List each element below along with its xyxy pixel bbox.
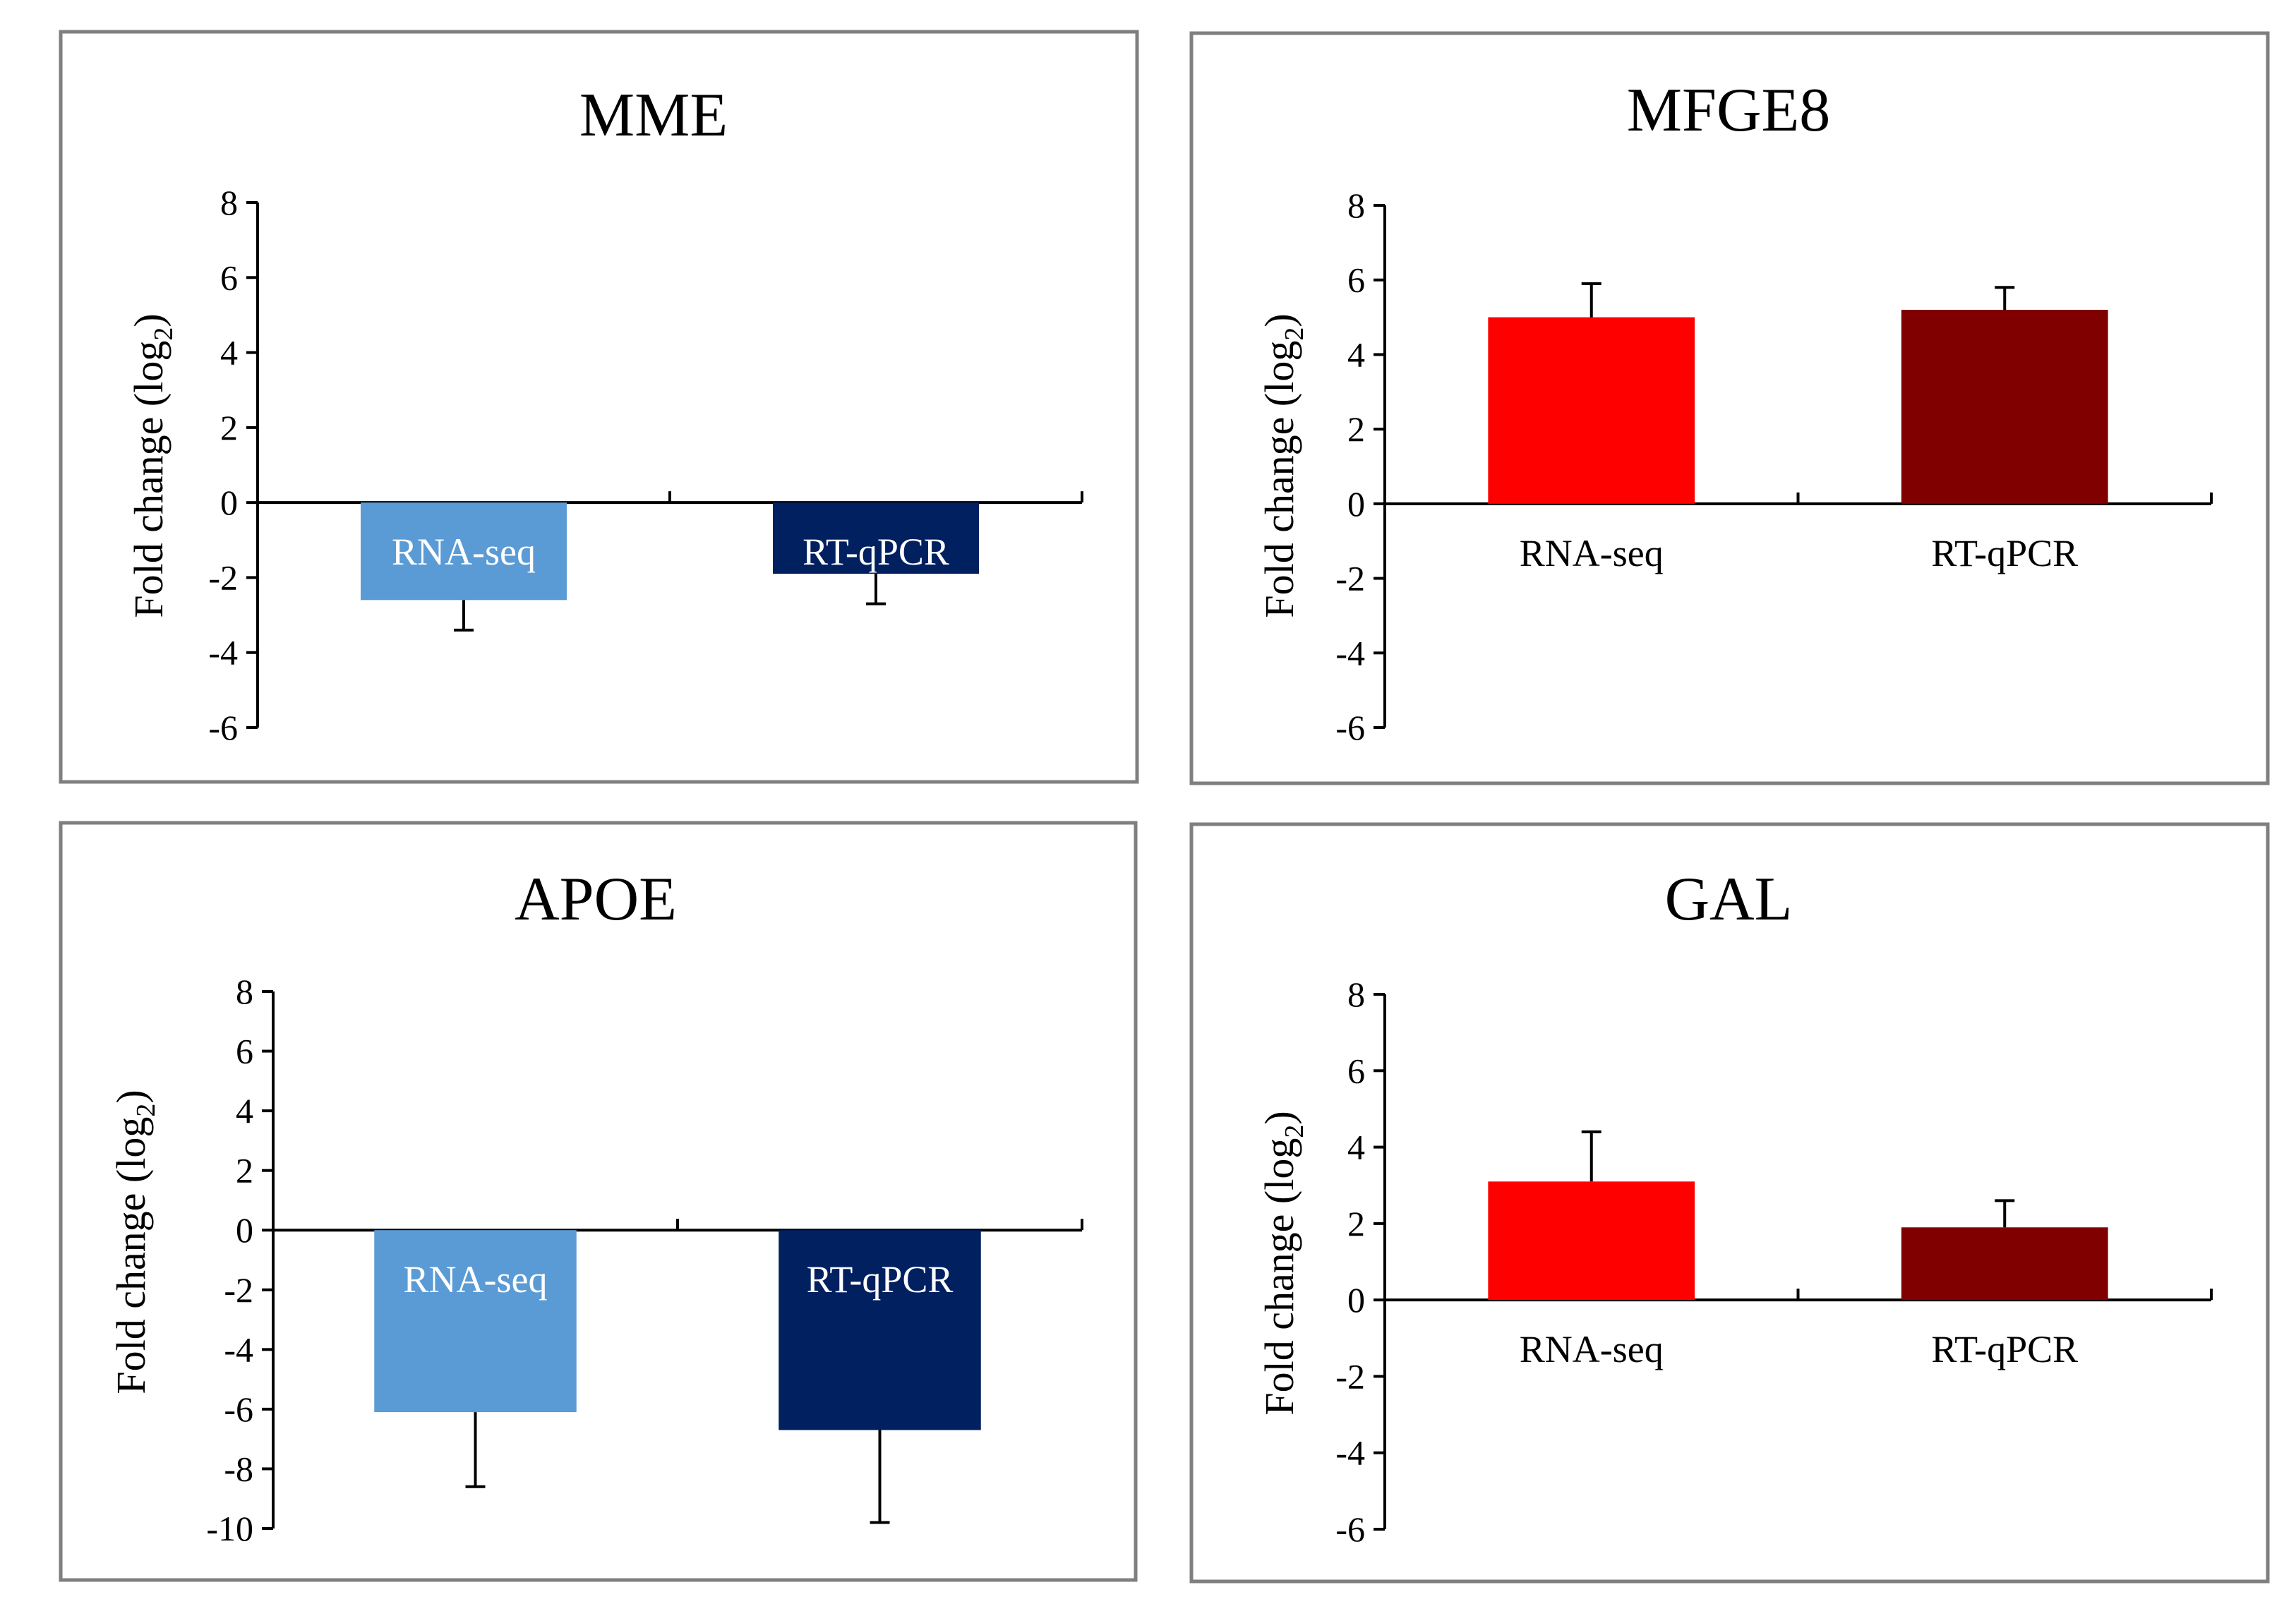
bar-rna-seq <box>361 502 567 601</box>
y-tick-label: -6 <box>208 708 238 747</box>
category-label: RT-qPCR <box>1931 1328 2078 1370</box>
y-tick-label: 0 <box>1347 484 1365 524</box>
chart-panel-mfge8: MFGE8 8 6 4 2 0 -2 -4 -6 RNA-seq RT-qPCR Fold chang… <box>1189 31 2270 785</box>
category-label: RT-qPCR <box>807 1258 954 1301</box>
chart-panel-apoe: APOE 8 6 4 2 0 -2 -4 -6 -8 -10 RNA-seq RT-qPCR Fold c… <box>59 821 1138 1582</box>
category-label: RT-qPCR <box>1931 532 2078 574</box>
bar-rt-qpcr <box>1901 310 2108 504</box>
y-axis-label-close: ) <box>1256 313 1302 327</box>
bar-rna-seq <box>1488 317 1695 504</box>
category-label: RT-qPCR <box>803 531 949 573</box>
y-tick-label: 2 <box>1347 1204 1365 1243</box>
panel-frame <box>59 30 1139 784</box>
y-tick-label: 0 <box>220 483 238 522</box>
bar-rt-qpcr <box>773 502 979 574</box>
y-tick-label: 6 <box>236 1032 253 1071</box>
y-axis-label: Fold change (log2) <box>1256 313 1309 617</box>
category-label: RNA-seq <box>404 1258 548 1301</box>
y-tick-label: 2 <box>1347 409 1365 449</box>
y-tick-label: -8 <box>224 1449 253 1488</box>
chart-panel-gal: GAL 8 6 4 2 0 -2 -4 -6 RNA-seq RT-qPCR Fold change … <box>1189 822 2270 1584</box>
y-axis-label: Fold change (log2) <box>1256 1111 1309 1415</box>
y-axis-label-close: ) <box>126 313 172 327</box>
y-tick-label: 4 <box>220 333 238 373</box>
y-axis-label-subscript: 2 <box>149 327 179 341</box>
y-tick-label: -4 <box>1335 633 1365 673</box>
bar-rna-seq <box>374 1230 577 1413</box>
bar-rt-qpcr <box>779 1230 981 1430</box>
chart-title: MFGE8 <box>1627 76 1831 145</box>
chart-title: GAL <box>1665 865 1793 934</box>
y-tick-label: 8 <box>220 183 238 222</box>
category-label: RNA-seq <box>392 531 536 573</box>
panel-frame <box>59 821 1138 1582</box>
y-axis-label-text: Fold change (log <box>1256 1138 1302 1416</box>
y-tick-label: 0 <box>1347 1280 1365 1320</box>
chart-panel-mme: MME 8 6 4 2 0 -2 -4 -6 RNA-seq RT-qPCR Fold change … <box>59 30 1139 784</box>
y-tick-label: 6 <box>220 258 238 297</box>
y-tick-label: -6 <box>1335 1509 1365 1549</box>
y-tick-label: 8 <box>236 972 253 1011</box>
y-tick-label: 0 <box>236 1210 253 1250</box>
bar-rt-qpcr <box>1901 1227 2108 1301</box>
y-tick-label: -2 <box>1335 559 1365 598</box>
y-tick-label: -6 <box>1335 708 1365 747</box>
y-tick-label: 2 <box>236 1151 253 1190</box>
y-tick-label: 8 <box>1347 975 1365 1014</box>
y-tick-label: -4 <box>1335 1433 1365 1473</box>
y-tick-label: -6 <box>224 1389 253 1429</box>
y-tick-label: -10 <box>206 1509 253 1548</box>
y-tick-label: -4 <box>208 633 238 673</box>
y-axis-label-close: ) <box>1256 1111 1302 1124</box>
y-tick-label: -2 <box>224 1270 253 1310</box>
y-axis-label-text: Fold change (log <box>1256 341 1302 618</box>
category-label: RNA-seq <box>1520 1328 1664 1370</box>
y-axis-label-text: Fold change (log <box>126 341 172 618</box>
y-tick-label: 4 <box>236 1091 253 1130</box>
y-axis-label-subscript: 2 <box>1280 1125 1309 1138</box>
y-tick-label: 2 <box>220 408 238 447</box>
y-tick-label: -2 <box>208 557 238 597</box>
y-tick-label: 6 <box>1347 260 1365 300</box>
chart-title: APOE <box>515 865 677 934</box>
y-tick-label: -2 <box>1335 1356 1365 1396</box>
y-axis-label-subscript: 2 <box>1280 327 1309 341</box>
y-axis-label: Fold change (log2) <box>126 313 179 617</box>
category-label: RNA-seq <box>1520 532 1664 574</box>
y-axis-label-text: Fold change (log <box>108 1117 154 1394</box>
y-axis-label: Fold change (log2) <box>108 1090 161 1394</box>
y-tick-label: 4 <box>1347 334 1365 374</box>
y-tick-label: 4 <box>1347 1128 1365 1167</box>
y-axis-label-close: ) <box>108 1090 154 1103</box>
y-axis-label-subscript: 2 <box>131 1104 161 1117</box>
chart-title: MME <box>579 81 728 150</box>
panel-frame <box>1189 822 2270 1584</box>
y-tick-label: 6 <box>1347 1051 1365 1090</box>
bar-rna-seq <box>1488 1181 1695 1301</box>
y-tick-label: -4 <box>224 1329 253 1369</box>
y-tick-label: 8 <box>1347 186 1365 225</box>
